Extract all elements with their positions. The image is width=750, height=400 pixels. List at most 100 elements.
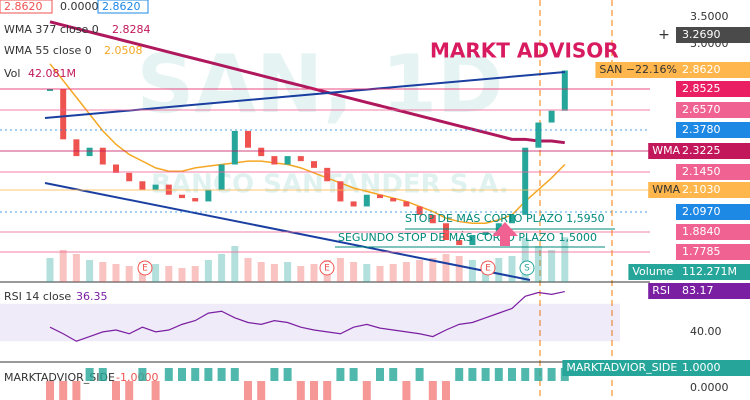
legend-value: 2.8284 — [112, 23, 151, 36]
price-axis — [650, 0, 750, 400]
event-label: E — [485, 264, 491, 274]
legend-box — [0, 0, 53, 14]
candle — [126, 172, 133, 182]
price-tag — [676, 244, 750, 260]
volume-bar — [86, 260, 94, 282]
candle — [152, 184, 159, 190]
price-tag — [676, 224, 750, 240]
volume-bar — [125, 266, 133, 282]
side-bar — [323, 381, 332, 400]
side-bar — [46, 381, 54, 400]
wma377-line — [49, 20, 565, 145]
axis-label: 40.00 — [690, 325, 722, 338]
side-bar — [362, 381, 371, 400]
volume-bar — [59, 250, 67, 282]
candle — [456, 240, 463, 246]
volume-bar — [284, 262, 292, 282]
volume-bar — [46, 258, 54, 282]
price-tag-prefix — [648, 283, 676, 299]
candle — [350, 201, 357, 207]
legend-label: RSI 14 close — [4, 290, 71, 303]
volume-bar — [165, 266, 173, 282]
price-tag — [676, 264, 750, 280]
volume-bar — [257, 262, 265, 282]
side-bar — [138, 368, 147, 381]
candle — [561, 70, 568, 111]
volume-bar — [508, 256, 516, 282]
side-bar — [376, 368, 384, 381]
side-bar — [455, 368, 464, 381]
candle — [60, 88, 67, 140]
price-tag-prefix — [562, 360, 676, 376]
candle — [297, 156, 304, 162]
candle — [47, 88, 53, 91]
side-bar — [151, 381, 160, 400]
annotation: SEGUNDO STOP DE MÁS CORTO PLAZO 1,5000 — [338, 231, 597, 244]
watermark: SAN, 1D — [137, 38, 504, 131]
arrow — [492, 222, 518, 246]
price-tag — [676, 62, 750, 78]
side-bar — [98, 368, 107, 381]
price-tag — [676, 283, 750, 299]
price-tag-prefix-text: WMA — [652, 144, 680, 157]
side-bar — [428, 381, 437, 400]
candle — [509, 214, 515, 224]
axis-label: 3.5000 — [690, 10, 729, 23]
price-tag-value: 2.6570 — [682, 103, 721, 116]
volume-bar — [178, 268, 186, 282]
candle — [363, 194, 370, 207]
legend-value: 2.8620 — [4, 0, 43, 13]
price-tag-value: 1.0000 — [682, 361, 721, 374]
rsi-line — [49, 290, 565, 342]
candle — [245, 130, 251, 148]
side-bar — [310, 381, 318, 400]
side-bar — [191, 368, 200, 381]
volume-bar — [99, 262, 107, 282]
candle — [429, 214, 436, 224]
side-bar — [415, 368, 424, 381]
candle — [337, 181, 344, 202]
side-bar — [547, 368, 556, 381]
price-tag — [676, 204, 750, 220]
volume-bar — [389, 264, 397, 282]
volume-bar — [561, 237, 569, 282]
side-bar — [283, 368, 292, 381]
price-tag-prefix — [628, 264, 676, 280]
price-tag-prefix-text: WMA — [652, 183, 680, 196]
side-bar — [230, 368, 239, 381]
volume-bar — [363, 264, 371, 282]
volume-bar — [376, 266, 384, 282]
axis-label: 0.0000 — [690, 381, 729, 394]
candle — [482, 231, 489, 235]
title: MARKT ADVISOR — [430, 39, 619, 63]
legend-label: Vol — [4, 67, 20, 80]
price-tag — [676, 27, 750, 43]
volume-bar — [218, 254, 226, 282]
legend-value: 42.081M — [28, 67, 76, 80]
volume-bar — [548, 250, 556, 282]
volume-bar — [468, 260, 476, 282]
volume-bar — [521, 238, 529, 282]
side-bar — [442, 381, 450, 400]
price-tag-value: 83.17 — [682, 284, 714, 297]
event-label: S — [524, 264, 530, 274]
side-bar — [534, 368, 543, 381]
price-tag-value: 1.8840 — [682, 225, 721, 238]
volume-bar — [231, 246, 239, 282]
legend-value: 2.8620 — [102, 0, 141, 13]
volume-bar — [495, 258, 503, 282]
candle — [403, 201, 410, 207]
volume-bar — [429, 258, 437, 282]
side-bar — [389, 368, 398, 381]
candle — [218, 164, 225, 190]
side-bar — [468, 368, 477, 381]
side-bar — [402, 381, 411, 400]
candle — [73, 139, 80, 157]
price-tag-prefix — [648, 143, 676, 159]
side-bar — [336, 368, 345, 381]
volume-bar — [416, 260, 424, 282]
candle — [469, 235, 476, 246]
volume-bar — [191, 266, 199, 282]
price-tag — [676, 122, 750, 138]
legend-value: 0.0000 — [60, 0, 99, 13]
